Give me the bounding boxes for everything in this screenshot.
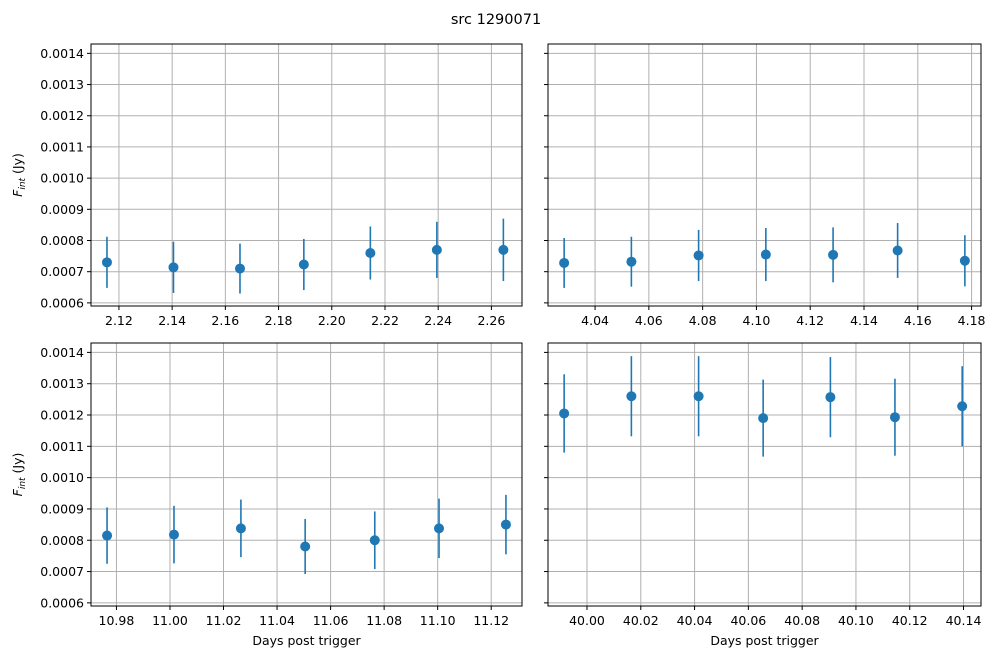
data-point	[168, 262, 179, 273]
data-point	[102, 530, 113, 541]
data-point	[760, 249, 771, 260]
y-axis-label: Fint (Jy)	[10, 153, 28, 197]
x-tick-label: 40.14	[946, 613, 982, 628]
x-tick-label: 4.18	[958, 313, 986, 328]
data-point	[559, 408, 570, 419]
data-point	[959, 255, 970, 266]
x-tick-label: 11.08	[366, 613, 402, 628]
y-axis-label-unit: (Jy)	[10, 153, 25, 178]
y-axis-label-sub: int	[18, 177, 28, 189]
data-point	[300, 541, 311, 552]
x-tick-label: 4.04	[581, 313, 609, 328]
y-tick-label: 0.0007	[40, 564, 84, 579]
data-point	[500, 519, 511, 530]
y-tick-label: 0.0013	[40, 77, 84, 92]
y-tick-label: 0.0011	[40, 139, 84, 154]
x-tick-label: 2.12	[105, 313, 133, 328]
data-point	[498, 244, 509, 255]
y-tick-label: 0.0013	[40, 376, 84, 391]
x-axis-label: Days post trigger	[252, 633, 361, 648]
data-point	[168, 529, 179, 540]
x-tick-label: 40.08	[784, 613, 820, 628]
data-point	[758, 413, 769, 424]
y-tick-label: 0.0006	[40, 295, 84, 310]
y-tick-label: 0.0008	[40, 233, 84, 248]
x-tick-label: 2.24	[424, 313, 452, 328]
x-axis-label: Days post trigger	[710, 633, 819, 648]
data-point	[234, 263, 245, 274]
data-point	[693, 250, 704, 261]
x-tick-label: 11.02	[206, 613, 242, 628]
data-point	[101, 257, 112, 268]
panel-top-right: 4.04 4.06 4.08 4.10 4.12 4.14 4.16 4.18	[544, 43, 986, 328]
y-tick-label: 0.0009	[40, 501, 84, 516]
data-point	[431, 244, 442, 255]
y-tick-label: 0.0014	[40, 46, 84, 61]
x-tick-label: 4.10	[743, 313, 771, 328]
x-tick-label: 4.06	[635, 313, 663, 328]
axes-frame	[547, 43, 982, 307]
y-tick-label: 0.0010	[40, 171, 84, 186]
x-tick-label: 11.04	[259, 613, 295, 628]
data-point	[828, 249, 839, 260]
x-tick-label: 40.12	[892, 613, 928, 628]
data-point	[298, 259, 309, 270]
x-tick-label: 11.06	[313, 613, 349, 628]
y-axis-label-main: F	[10, 189, 25, 197]
data-point	[235, 523, 246, 534]
x-tick-label: 11.00	[152, 613, 188, 628]
x-tick-label: 4.08	[689, 313, 717, 328]
x-tick-label: 2.16	[211, 313, 239, 328]
x-tick-label: 40.10	[838, 613, 874, 628]
y-tick-label: 0.0009	[40, 202, 84, 217]
x-tick-label: 40.02	[623, 613, 659, 628]
data-point	[434, 523, 445, 534]
y-tick-label: 0.0006	[40, 595, 84, 610]
y-tick-label: 0.0011	[40, 439, 84, 454]
x-tick-label: 2.22	[371, 313, 399, 328]
x-tick-label: 10.98	[99, 613, 135, 628]
x-tick-label: 40.04	[677, 613, 713, 628]
data-point	[626, 256, 637, 267]
axes-frame	[547, 342, 982, 607]
y-axis-label-main: F	[10, 488, 25, 496]
data-point	[957, 401, 968, 412]
data-point	[559, 257, 570, 268]
data-point	[369, 535, 380, 546]
x-tick-label: 4.16	[904, 313, 932, 328]
y-tick-label: 0.0007	[40, 264, 84, 279]
x-tick-label: 2.26	[477, 313, 505, 328]
x-tick-label: 40.06	[730, 613, 766, 628]
data-point	[693, 391, 704, 402]
y-tick-label: 0.0010	[40, 470, 84, 485]
x-tick-label: 40.00	[569, 613, 605, 628]
panel-bottom-left: 0.0006 0.0007 0.0008 0.0009 0.0010 0.0011 0.00…	[10, 342, 523, 648]
x-tick-label: 11.12	[473, 613, 509, 628]
data-point	[892, 245, 903, 256]
x-tick-label: 4.14	[850, 313, 878, 328]
data-point	[626, 391, 637, 402]
y-axis-label: Fint (Jy)	[10, 453, 28, 497]
data-point	[825, 392, 836, 403]
x-tick-label: 4.12	[796, 313, 824, 328]
data-point	[889, 412, 900, 423]
x-tick-label: 2.20	[318, 313, 346, 328]
panel-bottom-right: 40.00 40.02 40.04 40.06 40.08 40.10 40.12 40.14…	[544, 342, 982, 648]
y-tick-label: 0.0012	[40, 108, 84, 123]
panel-top-left: 0.0006 0.0007 0.0008 0.0009 0.0010 0.0011 0.00…	[10, 43, 523, 328]
figure-title: src 1290071	[451, 12, 541, 28]
y-axis-label-sub: int	[18, 477, 28, 489]
y-tick-label: 0.0012	[40, 408, 84, 423]
data-point	[365, 247, 376, 258]
y-tick-label: 0.0014	[40, 345, 84, 360]
x-tick-label: 2.14	[158, 313, 186, 328]
x-tick-label: 2.18	[265, 313, 293, 328]
x-tick-label: 11.10	[420, 613, 456, 628]
axes-frame	[90, 342, 523, 607]
y-tick-label: 0.0008	[40, 533, 84, 548]
y-axis-label-unit: (Jy)	[10, 453, 25, 478]
axes-frame	[90, 43, 523, 307]
